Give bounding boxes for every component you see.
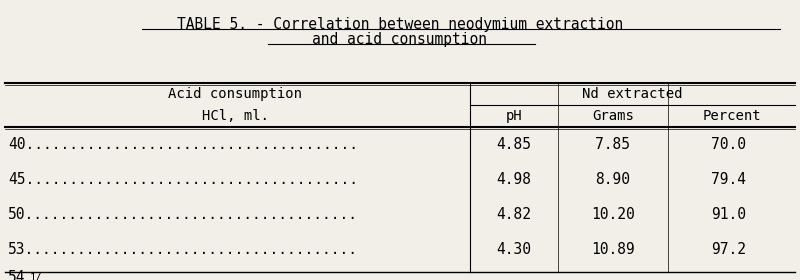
Text: 79.4: 79.4	[711, 172, 746, 187]
Text: 4.85: 4.85	[497, 137, 531, 152]
Text: 40......................................: 40......................................	[8, 137, 358, 152]
Text: and acid consumption: and acid consumption	[313, 32, 487, 47]
Text: 7.85: 7.85	[595, 137, 630, 152]
Text: Grams: Grams	[592, 109, 634, 123]
Text: 1/: 1/	[30, 273, 42, 280]
Text: pH: pH	[506, 109, 522, 123]
Text: 4.30: 4.30	[497, 242, 531, 257]
Text: HCl, ml.: HCl, ml.	[202, 109, 269, 123]
Text: 91.0: 91.0	[711, 207, 746, 222]
Text: 97.2: 97.2	[711, 242, 746, 257]
Text: 53......................................: 53......................................	[8, 242, 358, 257]
Text: 4.98: 4.98	[497, 172, 531, 187]
Text: Nd extracted: Nd extracted	[582, 87, 682, 101]
Text: 54: 54	[8, 270, 26, 280]
Text: 70.0: 70.0	[711, 137, 746, 152]
Text: 45......................................: 45......................................	[8, 172, 358, 187]
Text: TABLE 5. - Correlation between neodymium extraction: TABLE 5. - Correlation between neodymium…	[177, 17, 623, 32]
Text: 8.90: 8.90	[595, 172, 630, 187]
Text: 50......................................: 50......................................	[8, 207, 358, 222]
Text: Percent: Percent	[702, 109, 761, 123]
Text: 4.82: 4.82	[497, 207, 531, 222]
Text: 10.20: 10.20	[591, 207, 635, 222]
Text: Acid consumption: Acid consumption	[168, 87, 302, 101]
Text: 10.89: 10.89	[591, 242, 635, 257]
